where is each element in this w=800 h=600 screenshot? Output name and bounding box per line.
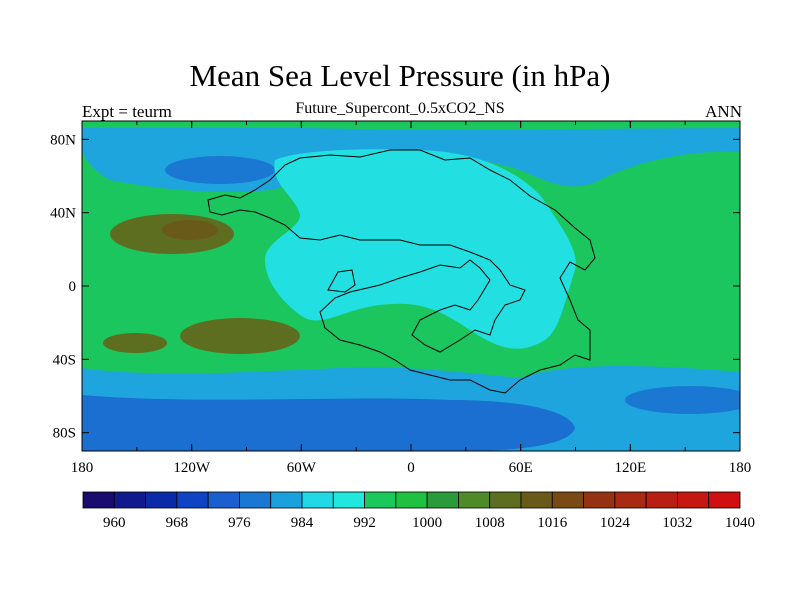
- colorbar-labels: 960 968 976 984 992 1000 1008 1016 1024 1032 1040: [103, 515, 755, 531]
- colorbar-box: [395, 491, 428, 509]
- colorbar-box: [583, 491, 616, 509]
- lon-label: 180: [71, 460, 94, 476]
- experiment-label: Expt = teurm: [82, 102, 172, 121]
- latitude-labels: 80N 40N 0 40S 80S: [50, 132, 76, 441]
- map-title: Mean Sea Level Pressure (in hPa): [189, 58, 611, 93]
- lat-label: 80S: [53, 426, 76, 442]
- colorbar-box: [426, 491, 459, 509]
- colorbar-box: [145, 491, 178, 509]
- colorbar-label: 1008: [475, 515, 505, 531]
- colorbar-label: 1032: [662, 515, 692, 531]
- lon-label: 60W: [287, 460, 317, 476]
- experiment-subtitle: Future_Supercont_0.5xCO2_NS: [295, 100, 505, 117]
- colorbar-box: [113, 491, 146, 509]
- colorbar-box: [645, 491, 678, 509]
- lon-label: 60E: [509, 460, 533, 476]
- colorbar-label: 1040: [725, 515, 755, 531]
- island-outline: [327, 269, 356, 293]
- colorbar-box: [458, 491, 491, 509]
- colorbar-box: [677, 491, 710, 509]
- lon-label: 120E: [614, 460, 646, 476]
- lat-label: 80N: [50, 132, 76, 148]
- colorbar-box: [176, 491, 209, 509]
- colorbar-box: [332, 491, 365, 509]
- colorbar-box: [551, 491, 584, 509]
- colorbar: [82, 491, 741, 509]
- colorbar-label: 976: [228, 515, 251, 531]
- season-label: ANN: [705, 102, 742, 121]
- colorbar-label: 984: [291, 515, 314, 531]
- pressure-field: [82, 121, 740, 451]
- colorbar-label: 960: [103, 515, 126, 531]
- longitude-labels: 180 120W 60W 0 60E 120E 180: [71, 460, 752, 476]
- lon-label: 180: [729, 460, 752, 476]
- lat-label: 40S: [53, 352, 76, 368]
- colorbar-box: [239, 491, 272, 509]
- field-continent-low: [265, 149, 576, 349]
- colorbar-box: [364, 491, 397, 509]
- colorbar-box: [207, 491, 240, 509]
- field-southern-deep-low: [82, 395, 575, 451]
- supercontinent-outline: [207, 149, 596, 394]
- field-high-sp-east: [180, 318, 300, 354]
- colorbar-label: 968: [166, 515, 189, 531]
- field-high-np-core: [162, 220, 218, 240]
- colorbar-box: [301, 491, 334, 509]
- colorbar-label: 1016: [537, 515, 568, 531]
- lon-label: 120W: [173, 460, 211, 476]
- colorbar-label: 1024: [600, 515, 631, 531]
- colorbar-box: [614, 491, 647, 509]
- colorbar-box: [270, 491, 303, 509]
- lat-label: 0: [69, 279, 77, 295]
- colorbar-box: [82, 491, 115, 509]
- field-pacific-low: [625, 386, 740, 414]
- colorbar-box: [708, 491, 741, 509]
- lon-label: 0: [407, 460, 415, 476]
- field-north-low: [165, 156, 275, 184]
- colorbar-box: [520, 491, 553, 509]
- colorbar-label: 1000: [412, 515, 442, 531]
- lat-label: 40N: [50, 206, 76, 222]
- map-ticks: [81, 121, 741, 451]
- colorbar-label: 992: [353, 515, 376, 531]
- colorbar-box: [489, 491, 522, 509]
- field-high-sp-west: [103, 333, 167, 353]
